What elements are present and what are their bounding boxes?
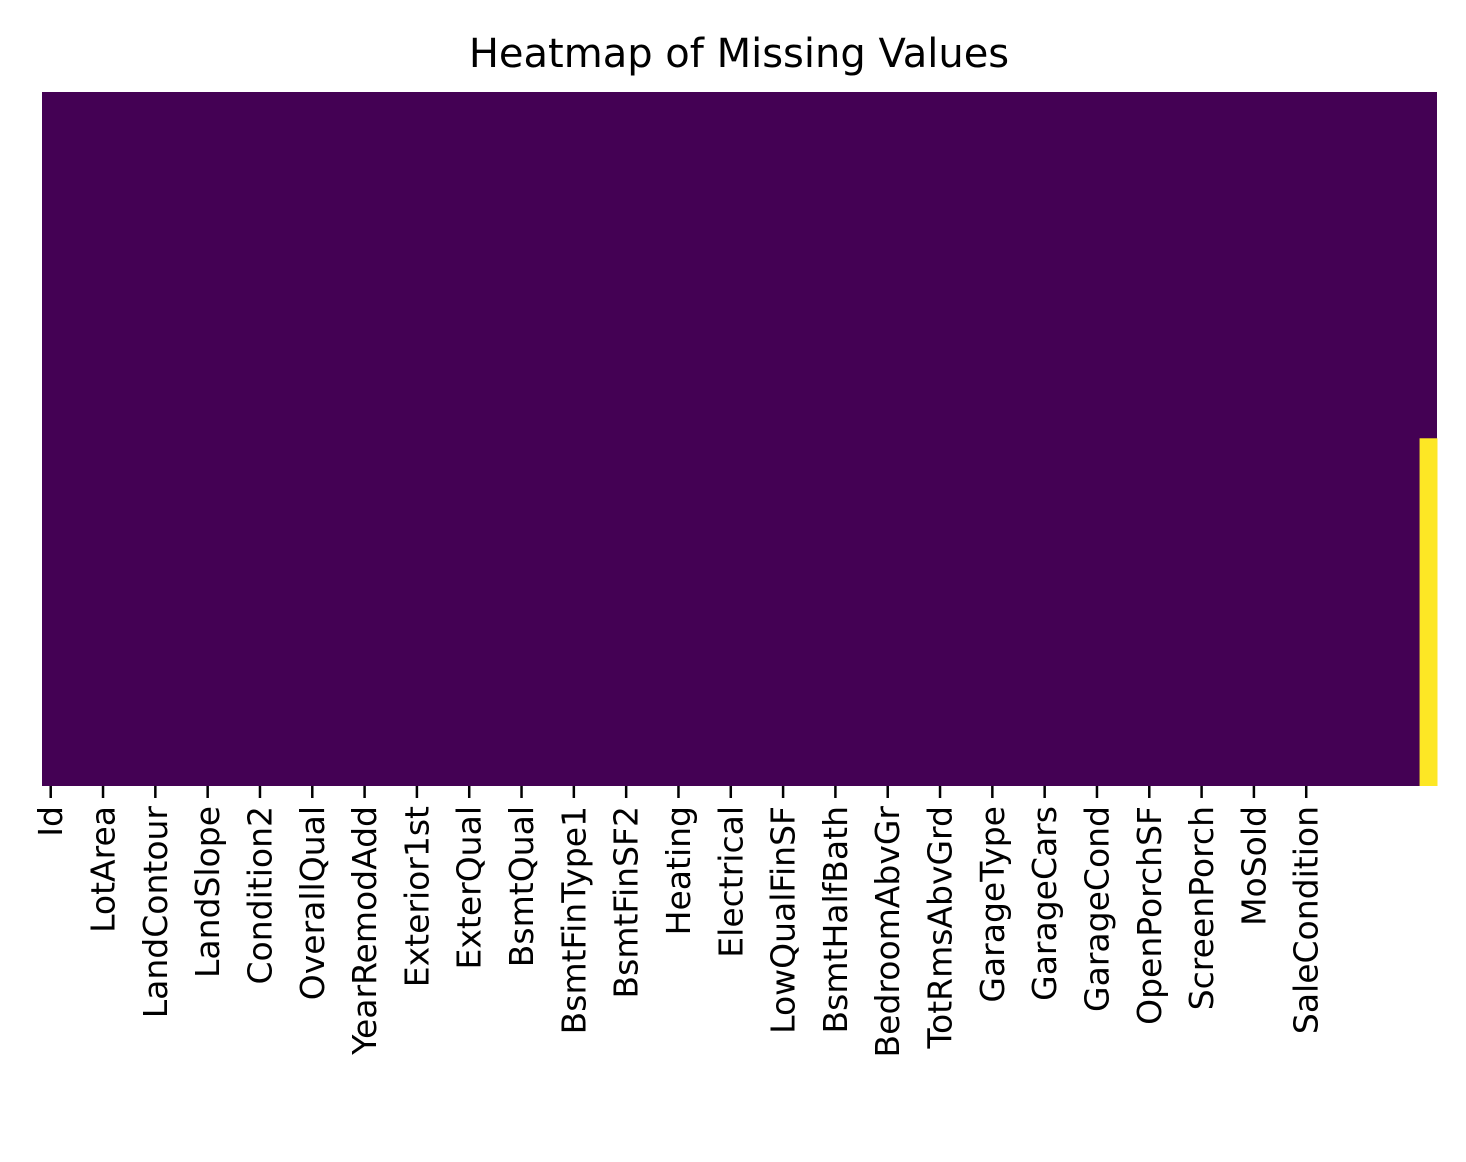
x-tick-label: SaleCondition [1287,806,1326,1034]
x-axis-tick-labels: Id LotArea LandContour LandSlope Condition2 O… [31,806,1326,1058]
x-tick-label: LandContour [136,806,175,1019]
x-tick-label: GarageType [973,806,1012,1003]
x-tick-label: BedroomAbvGr [868,806,907,1058]
x-tick-label: Id [31,806,70,837]
x-tick-label: Heating [659,806,698,935]
x-tick-label: BsmtFinType1 [554,806,593,1034]
x-tick-label: Exterior1st [397,806,436,987]
heatmap-missing-segment [1419,438,1438,786]
x-tick-label: BsmtFinSF2 [607,806,646,999]
x-tick-label: LowQualFinSF [764,806,803,1034]
x-tick-label: MoSold [1234,806,1273,926]
x-tick-label: GarageCars [1025,806,1064,1001]
x-tick-label: Electrical [711,806,750,958]
x-tick-label: ExterQual [450,806,489,969]
x-tick-label: Condition2 [240,806,279,984]
x-tick-label: LotArea [84,806,123,933]
heatmap-present-area [42,92,1437,786]
x-tick-label: GarageCond [1077,806,1116,1012]
chart-title: Heatmap of Missing Values [469,31,1009,77]
x-tick-label: YearRemodAdd [345,806,384,1056]
x-tick-label: LandSlope [188,806,227,978]
x-tick-label: BsmtQual [502,806,541,967]
heatmap-cells [42,92,1438,786]
x-tick-label: TotRmsAbvGrd [921,806,960,1050]
x-tick-label: ScreenPorch [1182,806,1221,1010]
x-tick-label: OpenPorchSF [1130,806,1169,1025]
x-axis-ticks [49,786,1308,798]
x-tick-label: BsmtHalfBath [816,806,855,1033]
x-tick-label: OverallQual [293,806,332,1000]
